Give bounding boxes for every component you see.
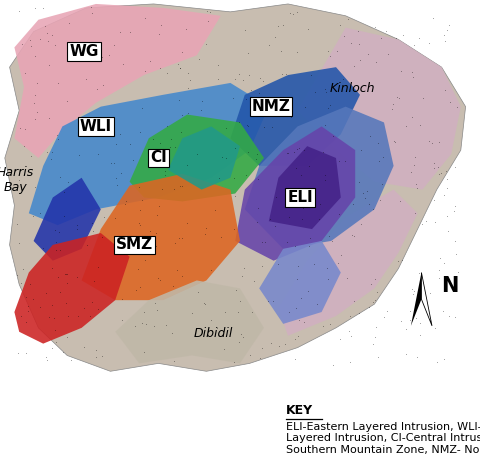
Text: WG: WG bbox=[69, 44, 99, 59]
Text: Harris
Bay: Harris Bay bbox=[0, 166, 34, 194]
Text: KEY: KEY bbox=[286, 404, 313, 417]
Polygon shape bbox=[115, 281, 264, 363]
Text: NMZ: NMZ bbox=[252, 99, 290, 114]
Polygon shape bbox=[235, 126, 355, 261]
Polygon shape bbox=[14, 233, 130, 344]
Polygon shape bbox=[278, 190, 418, 336]
Text: Dibidil: Dibidil bbox=[194, 327, 233, 340]
Polygon shape bbox=[245, 107, 394, 249]
Polygon shape bbox=[168, 126, 240, 190]
Text: Kinloch: Kinloch bbox=[330, 82, 375, 95]
Polygon shape bbox=[14, 4, 221, 158]
Text: SMZ: SMZ bbox=[116, 237, 153, 252]
Polygon shape bbox=[29, 83, 269, 225]
Text: WLI: WLI bbox=[80, 119, 112, 134]
Text: CI: CI bbox=[150, 150, 167, 166]
Text: ELI-Eastern Layered Intrusion, WLI-Western
Layered Intrusion, CI-Central Intrusi: ELI-Eastern Layered Intrusion, WLI-Weste… bbox=[286, 421, 480, 454]
Text: N: N bbox=[442, 276, 459, 296]
Polygon shape bbox=[130, 114, 264, 202]
Polygon shape bbox=[421, 272, 432, 326]
Polygon shape bbox=[298, 28, 461, 190]
Text: ELI: ELI bbox=[287, 190, 313, 205]
Polygon shape bbox=[82, 174, 240, 300]
Polygon shape bbox=[5, 4, 466, 371]
Polygon shape bbox=[259, 241, 341, 324]
Polygon shape bbox=[230, 67, 360, 166]
Polygon shape bbox=[34, 178, 101, 261]
Polygon shape bbox=[269, 146, 341, 229]
Polygon shape bbox=[411, 272, 421, 326]
